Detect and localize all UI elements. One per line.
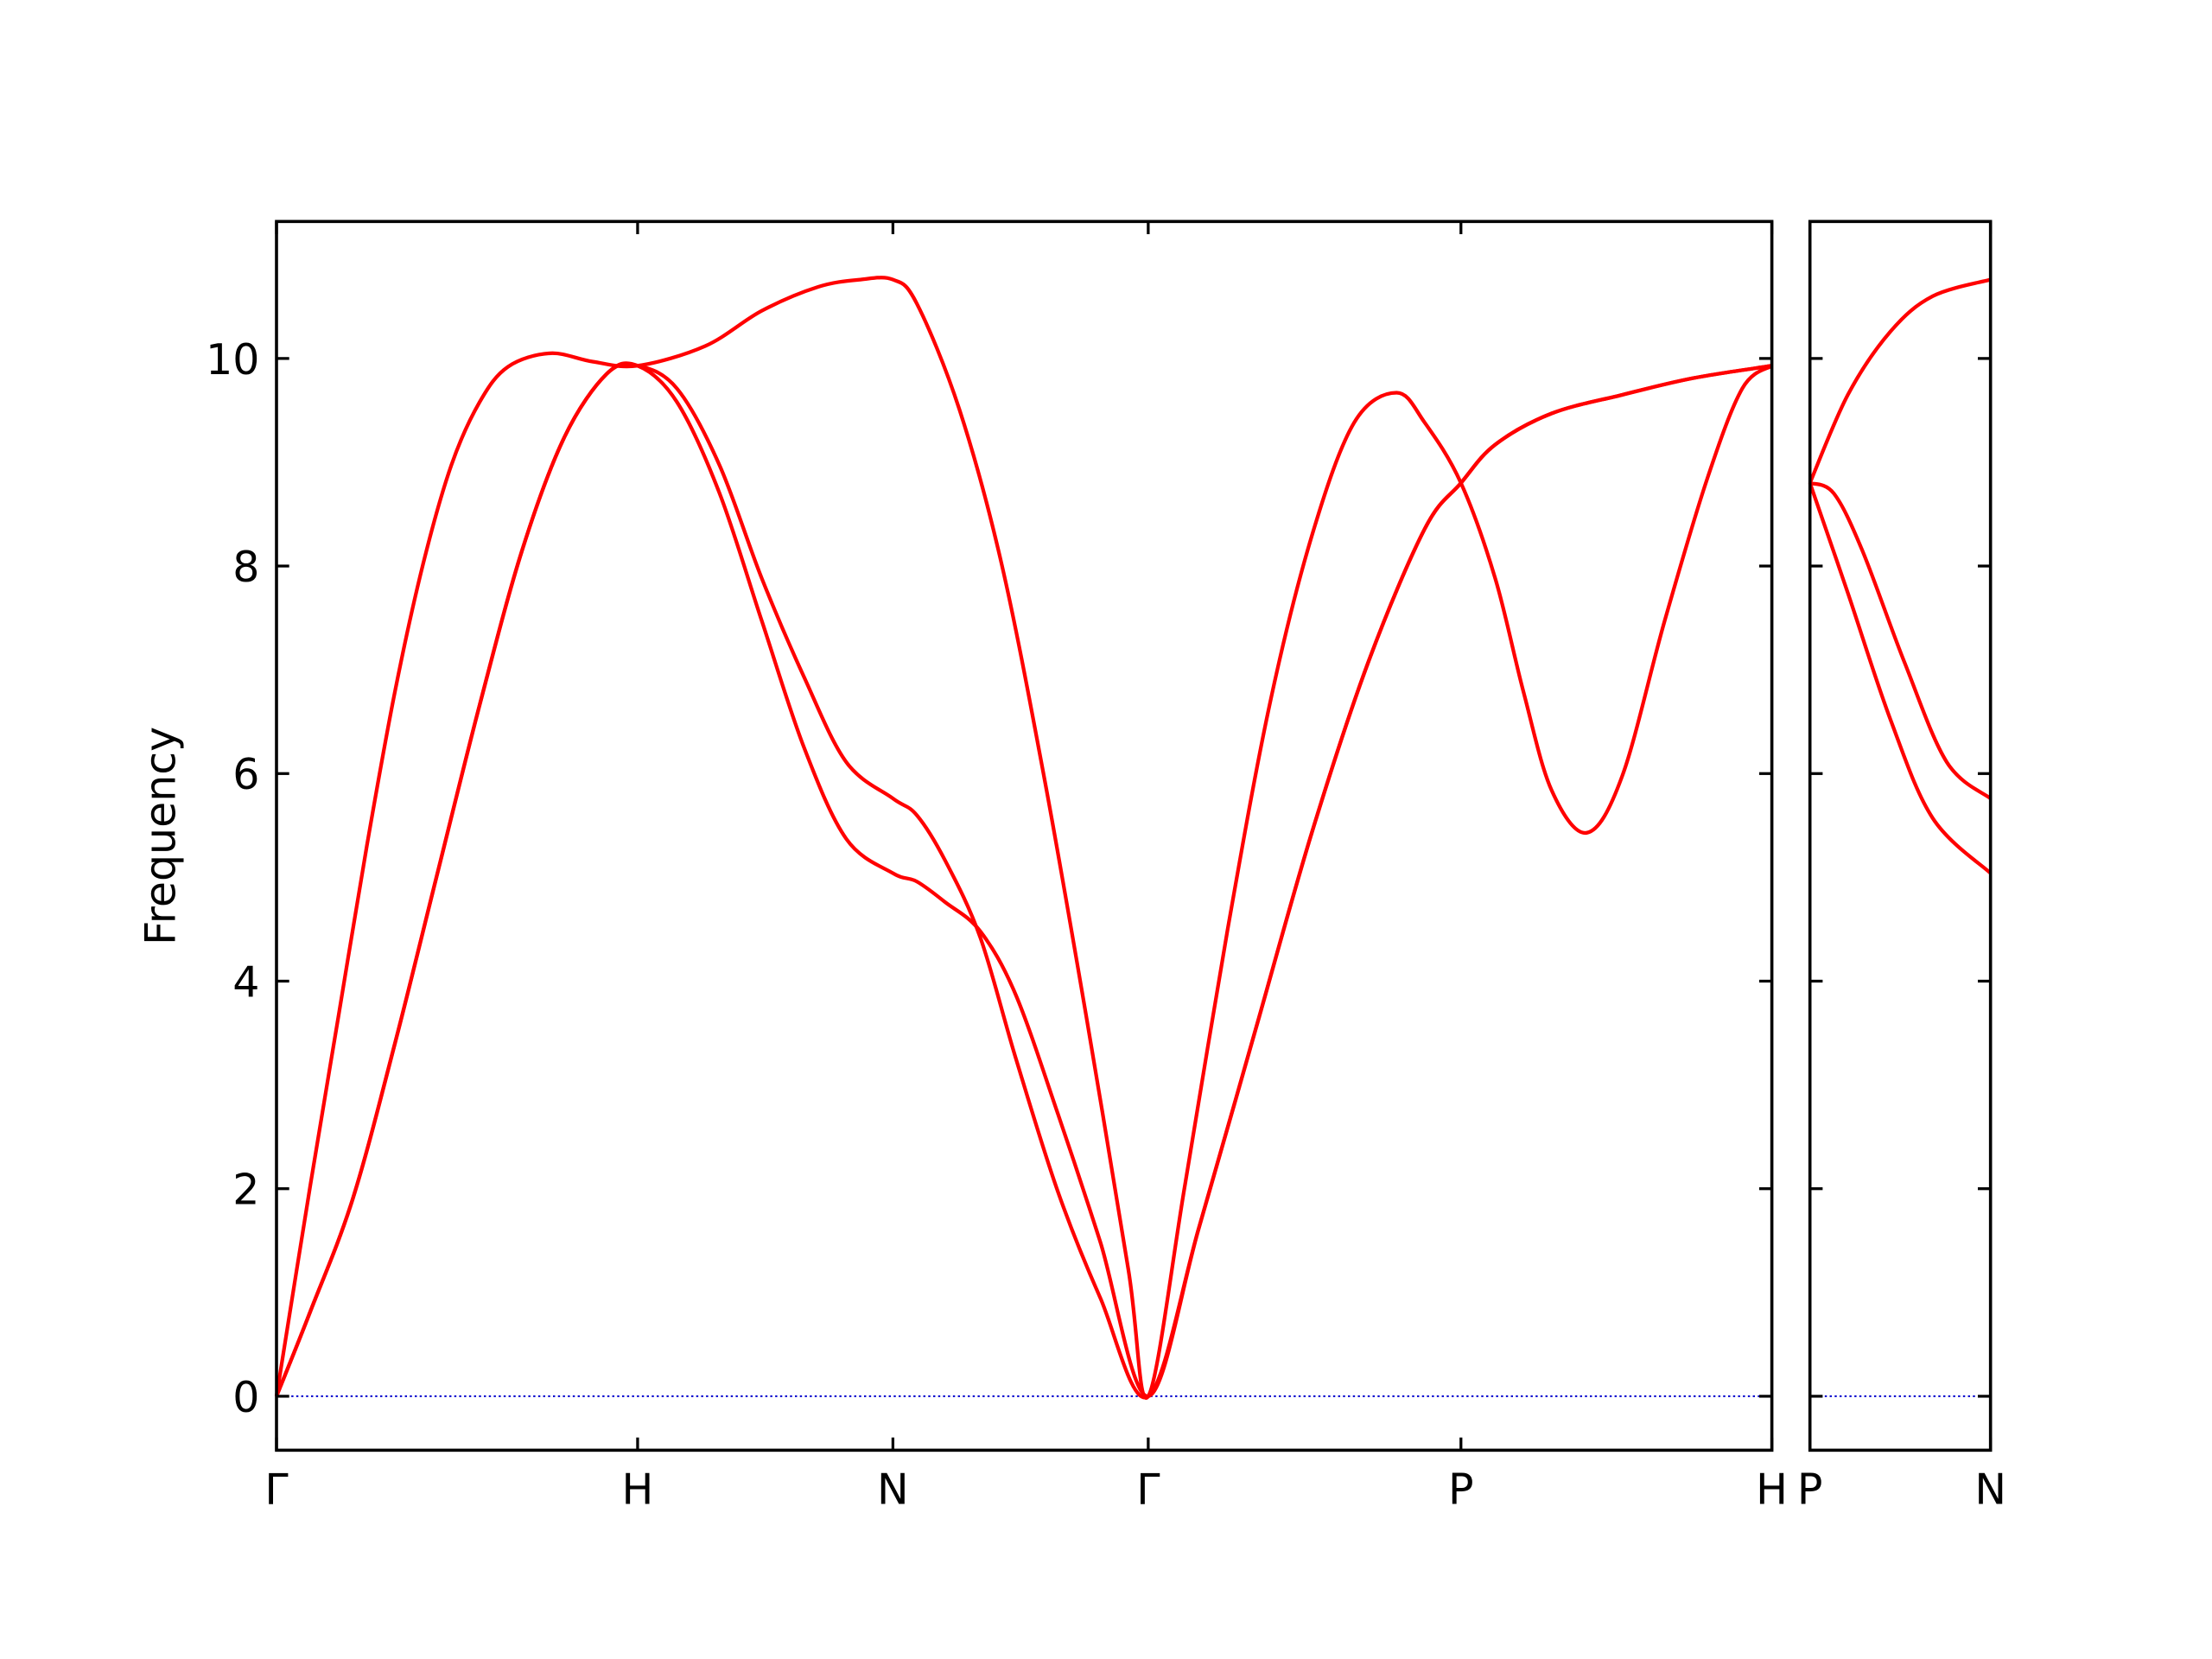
y-tick-label: 2 — [232, 1166, 259, 1215]
y-axis-label: Frequency — [136, 727, 185, 945]
x-tick-label: P — [1448, 1465, 1474, 1514]
x-tick-label: H — [1756, 1465, 1788, 1514]
band-line — [1808, 480, 1993, 800]
x-tick-label: P — [1797, 1465, 1823, 1514]
y-tick-label: 0 — [232, 1373, 259, 1422]
x-tick-label: N — [877, 1465, 909, 1514]
y-tick-label: 4 — [232, 957, 259, 1007]
band-line — [1808, 277, 1992, 484]
x-tick-label: N — [1974, 1465, 2006, 1514]
y-tick-label: 8 — [232, 543, 259, 592]
band-line — [274, 276, 1773, 1400]
y-tick-label: 10 — [206, 335, 259, 385]
band-line — [275, 362, 1772, 1400]
x-tick-label: Γ — [1136, 1465, 1160, 1514]
x-tick-label: H — [622, 1465, 654, 1514]
y-tick-label: 6 — [232, 750, 259, 799]
plot-frame — [275, 219, 1774, 1452]
band-line — [1808, 482, 1993, 875]
x-tick-label: Γ — [264, 1465, 289, 1514]
plot-frame — [1808, 219, 1993, 1452]
